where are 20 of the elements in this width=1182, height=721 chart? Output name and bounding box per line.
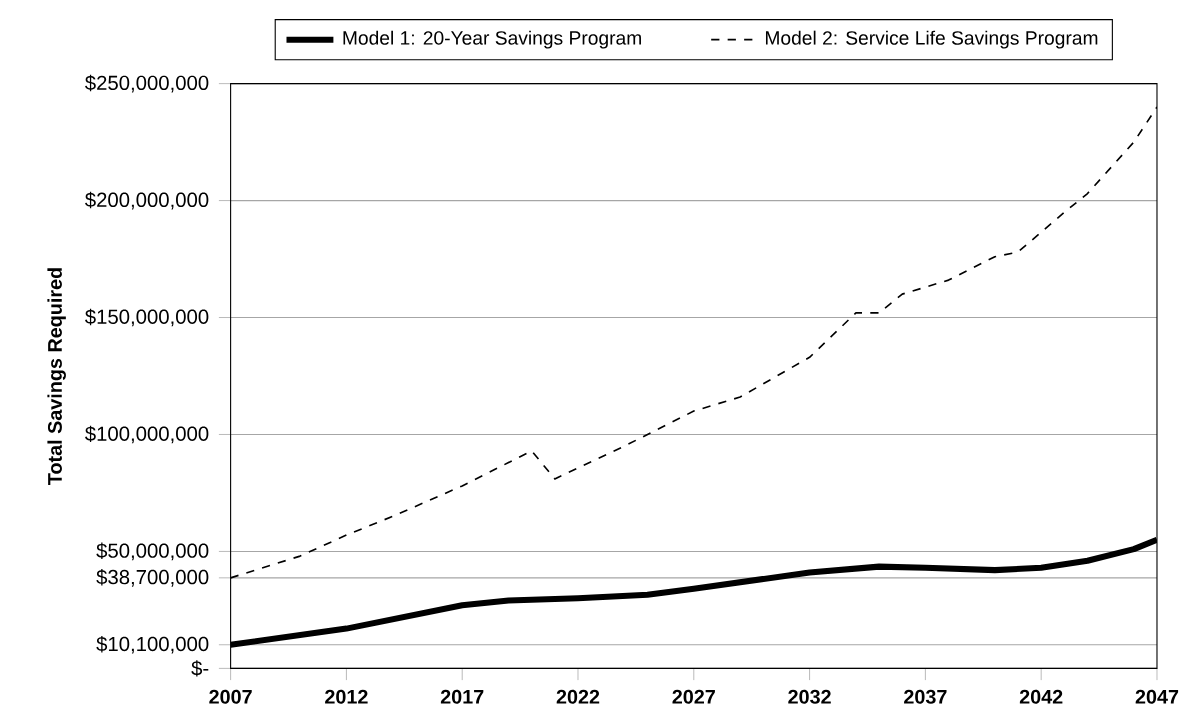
x-tick-label: 2012 bbox=[325, 689, 368, 704]
y-tick-label: $200,000,000 bbox=[85, 191, 209, 210]
y-tick-label: $- bbox=[191, 660, 209, 677]
x-tick-label: 2042 bbox=[1019, 689, 1063, 704]
legend-label: Model 1: 20-Year Savings Program bbox=[343, 30, 641, 49]
x-tick-label: 2027 bbox=[672, 689, 715, 704]
y-axis-title: Total Savings Required bbox=[47, 268, 66, 486]
x-tick-label: 2022 bbox=[556, 689, 600, 704]
y-tick-label: $50,000,000 bbox=[96, 542, 209, 561]
y-tick-label: $250,000,000 bbox=[85, 74, 209, 93]
y-tick-label: $38,700,000 bbox=[96, 569, 209, 587]
x-tick-label: 2037 bbox=[904, 689, 947, 704]
legend-label: Model 2: Service Life Savings Program bbox=[765, 30, 1098, 49]
y-tick-label: $150,000,000 bbox=[85, 308, 209, 327]
x-tick-label: 2017 bbox=[440, 689, 484, 704]
x-tick-label: 2032 bbox=[788, 689, 831, 704]
x-tick-label: 2047 bbox=[1135, 689, 1179, 704]
y-tick-label: $10,100,000 bbox=[96, 636, 209, 654]
y-tick-label: $100,000,000 bbox=[85, 425, 209, 444]
x-tick-label: 2007 bbox=[209, 689, 252, 704]
